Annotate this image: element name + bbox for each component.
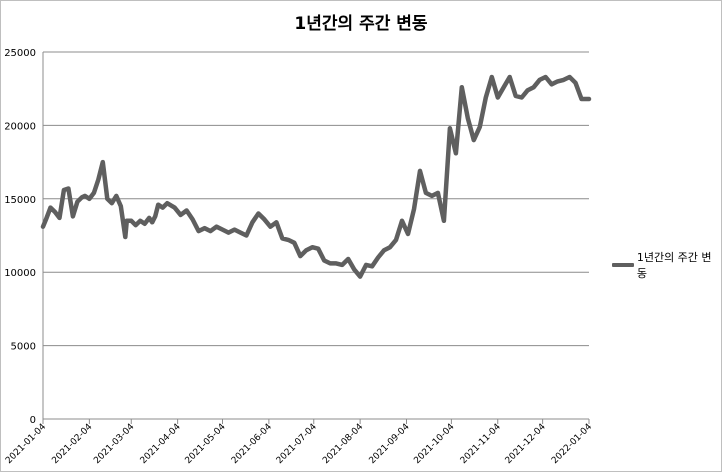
x-tick-label: 2021-03-04 [92, 422, 136, 466]
legend-label: 1년간의 주간 변동 [636, 251, 712, 280]
x-tick-label: 2021-01-04 [4, 422, 48, 466]
y-tick-label: 0 [30, 415, 36, 426]
series-line [40, 74, 592, 279]
x-tick-label: 2021-10-04 [412, 422, 456, 466]
chart-title: 1년간의 주간 변동 [294, 14, 428, 34]
x-tick-label: 2021-05-04 [184, 422, 228, 466]
y-tick-label: 10000 [4, 268, 36, 279]
y-tick-label: 25000 [4, 48, 36, 59]
x-tick-label: 2021-11-04 [459, 422, 503, 466]
x-tick-label: 2021-04-04 [139, 422, 183, 466]
x-tick-label: 2021-09-04 [368, 422, 412, 466]
x-tick-label: 2022-01-04 [550, 422, 594, 466]
x-tick-label: 2021-12-04 [504, 422, 548, 466]
x-tick-label: 2021-07-04 [275, 422, 319, 466]
legend-swatch [612, 263, 634, 267]
legend: 1년간의 주간 변동 [612, 249, 721, 281]
y-tick-label: 15000 [4, 195, 36, 206]
x-tick-label: 2021-08-04 [321, 422, 365, 466]
y-tick-label: 20000 [4, 121, 36, 132]
y-tick-label: 5000 [11, 342, 36, 353]
x-tick-label: 2021-02-04 [50, 422, 94, 466]
x-tick-label: 2021-06-04 [230, 422, 274, 466]
